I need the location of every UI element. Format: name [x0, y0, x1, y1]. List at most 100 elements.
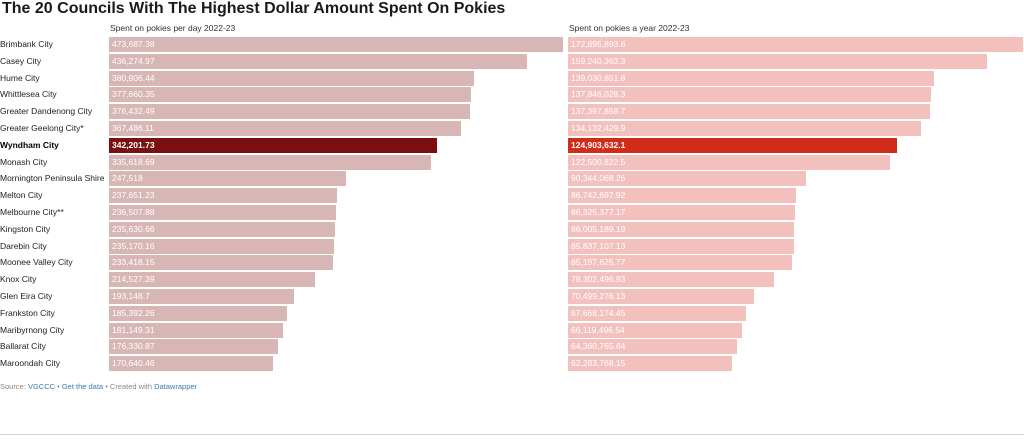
category-label-moonee-valley-city: Moonee Valley City	[0, 257, 73, 268]
year-bar-hume-city	[568, 70, 934, 86]
year-bar-darebin-city	[568, 238, 794, 254]
year-bar-maribyrnong-city	[568, 322, 742, 338]
day-bar-maribyrnong-city	[109, 322, 283, 338]
year-bar-wyndham-city	[568, 137, 897, 153]
year-bar-monash-city	[568, 154, 891, 170]
category-label-mornington-peninsula-shire: Mornington Peninsula Shire	[0, 173, 105, 184]
year-bar-glen-eira-city	[568, 289, 754, 304]
category-label-frankston-city: Frankston City	[0, 307, 55, 318]
chart-title: The 20 Councils With The Highest Dollar …	[2, 0, 506, 17]
year-value-label-hume-city: 139,030,851.8	[571, 72, 626, 83]
category-label-maroondah-city: Maroondah City	[0, 358, 61, 369]
category-label-wyndham-city: Wyndham City	[0, 139, 59, 150]
day-bar-hume-city	[109, 70, 475, 86]
day-bar-wyndham-city	[109, 137, 437, 153]
year-value-label-moonee-valley-city: 85,197,625.77	[571, 257, 626, 268]
day-bar-glen-eira-city	[109, 289, 295, 304]
category-label-darebin-city: Darebin City	[0, 240, 47, 251]
day-value-label-whittlesea-city: 377,660.35	[112, 89, 155, 100]
category-label-kingston-city: Kingston City	[0, 223, 51, 234]
category-label-ballarat-city: Ballarat City	[0, 341, 46, 352]
category-label-greater-geelong-city: Greater Geelong City*	[0, 123, 84, 133]
day-bar-moonee-valley-city	[109, 255, 333, 271]
day-value-label-maribyrnong-city: 181,149.31	[112, 324, 155, 335]
year-value-label-glen-eira-city: 70,499,276.13	[571, 291, 626, 301]
day-value-label-casey-city: 436,274.97	[112, 55, 155, 66]
year-bar-melbourne-city	[568, 205, 796, 220]
year-bar-ballarat-city	[568, 339, 738, 355]
year-bar-knox-city	[568, 272, 775, 288]
year-bar-greater-dandenong-city	[568, 104, 930, 120]
footer-sep-2: • Created with	[103, 382, 155, 391]
day-value-label-monash-city: 335,618.69	[112, 156, 155, 167]
day-bar-ballarat-city	[109, 339, 278, 355]
day-bar-monash-city	[109, 154, 431, 170]
year-value-label-melton-city: 86,742,697.92	[571, 190, 626, 201]
day-bar-maroondah-city	[109, 356, 273, 372]
year-value-label-whittlesea-city: 137,846,028.3	[571, 89, 626, 100]
year-value-label-frankston-city: 67,668,174.45	[571, 307, 626, 318]
day-value-label-ballarat-city: 176,330.87	[112, 341, 155, 352]
datawrapper-link[interactable]: Datawrapper	[154, 382, 198, 391]
year-value-label-brimbank-city: 172,895,893.6	[571, 39, 626, 49]
day-column-header: Spent on pokies per day 2022-23	[110, 23, 236, 33]
year-bar-kingston-city	[568, 221, 795, 237]
year-value-label-maribyrnong-city: 66,119,496.54	[571, 324, 625, 335]
year-value-label-darebin-city: 85,837,107.13	[571, 240, 626, 251]
day-bar-darebin-city	[109, 238, 335, 254]
day-value-label-glen-eira-city: 193,148.7	[112, 291, 150, 301]
year-bar-moonee-valley-city	[568, 255, 793, 271]
day-value-label-melton-city: 237,651.23	[112, 190, 155, 201]
day-bar-frankston-city	[109, 305, 287, 321]
day-value-label-wyndham-city: 342,201.73	[112, 139, 155, 150]
day-bar-melton-city	[109, 188, 337, 204]
day-bar-knox-city	[109, 272, 315, 288]
year-value-label-greater-dandenong-city: 137,397,858.7	[571, 106, 626, 117]
day-bar-mornington-peninsula-shire	[109, 171, 347, 187]
category-label-hume-city: Hume City	[0, 72, 40, 83]
year-value-label-mornington-peninsula-shire: 90,344,068.26	[571, 173, 626, 184]
year-value-label-monash-city: 122,500,822.5	[571, 156, 626, 167]
footer: Source: VGCCC • Get the data • Created w…	[0, 382, 197, 391]
day-value-label-mornington-peninsula-shire: 247,518	[112, 173, 143, 184]
year-value-label-casey-city: 159,240,363.3	[571, 55, 626, 66]
day-bar-greater-dandenong-city	[109, 104, 470, 120]
year-bar-mornington-peninsula-shire	[568, 171, 806, 187]
year-value-label-maroondah-city: 62,283,768.15	[571, 358, 626, 369]
day-value-label-kingston-city: 235,630.66	[112, 223, 155, 234]
day-value-label-frankston-city: 185,392.26	[112, 307, 155, 318]
category-label-knox-city: Knox City	[0, 274, 37, 285]
category-label-casey-city: Casey City	[0, 55, 42, 66]
footer-sep-1: •	[55, 382, 62, 391]
footer-prefix: Source:	[0, 382, 28, 391]
source-link[interactable]: VGCCC	[27, 382, 56, 391]
day-value-label-melbourne-city: 236,507.88	[112, 207, 155, 217]
day-value-label-hume-city: 380,906.44	[112, 72, 155, 83]
day-value-label-darebin-city: 235,170.16	[112, 240, 155, 251]
day-value-label-greater-dandenong-city: 376,432.49	[112, 106, 155, 117]
year-value-label-wyndham-city: 124,903,632.1	[571, 139, 626, 150]
year-bar-brimbank-city	[568, 37, 1023, 52]
year-value-label-knox-city: 78,302,496.93	[571, 274, 626, 285]
year-value-label-melbourne-city: 86,325,377.17	[571, 207, 626, 217]
category-label-glen-eira-city: Glen Eira City	[0, 291, 53, 301]
year-bar-casey-city	[568, 53, 988, 69]
category-label-melton-city: Melton City	[0, 190, 43, 201]
category-label-brimbank-city: Brimbank City	[0, 39, 53, 49]
day-bar-kingston-city	[109, 221, 335, 237]
category-label-monash-city: Monash City	[0, 156, 48, 167]
day-value-label-greater-geelong-city: 367,486.11	[112, 123, 154, 133]
day-bar-greater-geelong-city	[109, 121, 462, 136]
day-value-label-maroondah-city: 170,640.46	[112, 358, 155, 369]
year-value-label-kingston-city: 86,005,189.19	[571, 223, 626, 234]
category-label-maribyrnong-city: Maribyrnong City	[0, 324, 65, 335]
day-value-label-knox-city: 214,527.39	[112, 274, 155, 285]
year-value-label-greater-geelong-city: 134,132,429.9	[571, 123, 626, 133]
day-value-label-moonee-valley-city: 233,418.15	[112, 257, 155, 268]
year-value-label-ballarat-city: 64,360,765.84	[571, 341, 626, 352]
day-value-label-brimbank-city: 473,687.38	[112, 39, 155, 49]
day-bar-casey-city	[109, 53, 528, 69]
category-label-melbourne-city: Melbourne City**	[0, 207, 64, 217]
year-bar-whittlesea-city	[568, 87, 931, 103]
get-data-link[interactable]: Get the data	[61, 382, 104, 391]
